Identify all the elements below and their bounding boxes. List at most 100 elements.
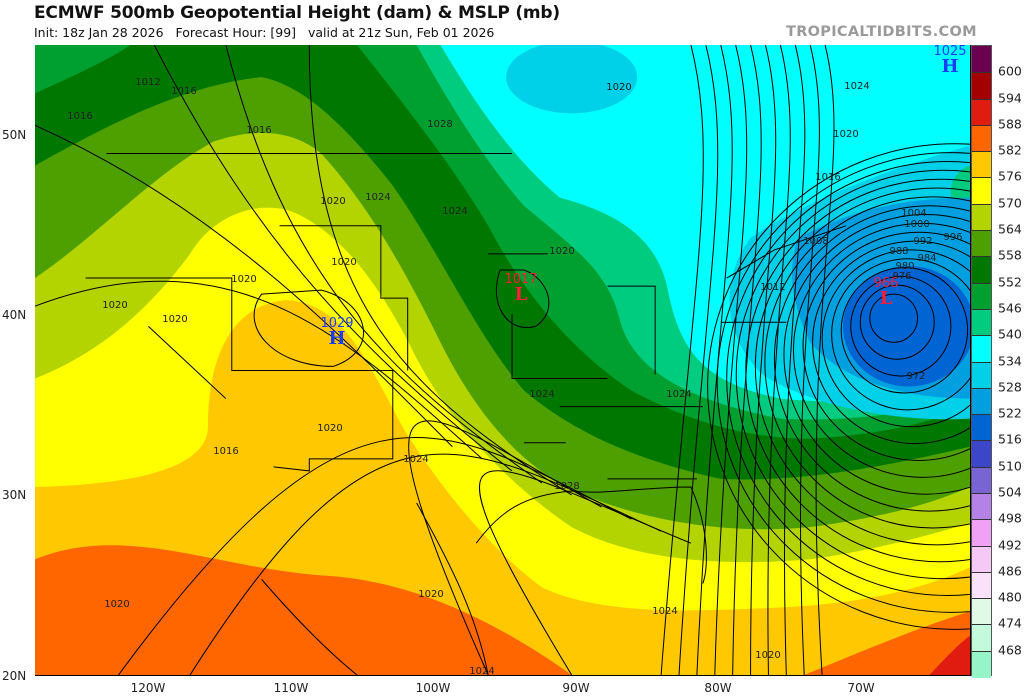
isobar-line bbox=[755, 188, 970, 545]
colorbar-label: 486 bbox=[998, 563, 1022, 579]
isobar-line bbox=[35, 125, 452, 446]
isobar-line bbox=[813, 241, 970, 444]
isobar-label: 1020 bbox=[418, 589, 444, 600]
lon-label: 120W bbox=[130, 681, 166, 695]
isobar-label: 1012 bbox=[760, 282, 786, 293]
colorbar-bin bbox=[972, 335, 991, 363]
isobar-label: 1020 bbox=[104, 599, 130, 610]
isobar-line bbox=[679, 45, 718, 675]
colorbar-label: 498 bbox=[998, 510, 1022, 526]
colorbar-bin bbox=[972, 414, 991, 442]
colorbar-bin bbox=[972, 387, 991, 416]
isobar-line bbox=[661, 45, 703, 675]
colorbar-label: 558 bbox=[998, 247, 1022, 263]
lat-label: 20N bbox=[2, 669, 27, 683]
band-516-522 bbox=[843, 266, 970, 387]
isobar-label: 1024 bbox=[442, 206, 468, 217]
colorbar-label: 594 bbox=[998, 90, 1022, 106]
isobar-line bbox=[841, 268, 967, 393]
isobar-label: 1016 bbox=[815, 172, 841, 183]
isobar-line bbox=[784, 45, 804, 675]
colorbar-bin bbox=[972, 598, 991, 626]
colorbar-label: 546 bbox=[998, 300, 1022, 316]
low-pressure-value: 1017 bbox=[504, 272, 538, 287]
low-pressure-value: 966 bbox=[873, 276, 899, 291]
isobar-line bbox=[190, 454, 661, 675]
isobar-line bbox=[697, 45, 732, 675]
isobar-label: 1020 bbox=[231, 274, 257, 285]
colorbar-label: 564 bbox=[998, 221, 1022, 237]
isobar-line bbox=[309, 45, 571, 495]
high-pressure-symbol: H bbox=[941, 56, 959, 77]
isobar-label: 1016 bbox=[171, 86, 197, 97]
colorbar-bin bbox=[972, 571, 991, 600]
lat-label: 50N bbox=[2, 128, 27, 142]
isobar-label: 980 bbox=[895, 261, 915, 272]
colorbar-label: 582 bbox=[998, 142, 1022, 158]
isobar-line bbox=[774, 206, 970, 511]
colorbar-label: 492 bbox=[998, 537, 1022, 553]
isobar-label: 1024 bbox=[666, 389, 692, 400]
isobar-label: 1020 bbox=[606, 82, 632, 93]
high-pressure-center-ne: 1025 H bbox=[933, 45, 966, 76]
isobar-line bbox=[784, 215, 970, 495]
isobar-line bbox=[708, 144, 970, 630]
colorbar-bin bbox=[972, 308, 991, 337]
isobar-label: 988 bbox=[889, 246, 909, 257]
high-pressure-value: 1025 bbox=[933, 45, 967, 59]
colorbar-label: 516 bbox=[998, 431, 1022, 447]
isobar-line bbox=[800, 45, 819, 675]
isobar-label: 992 bbox=[913, 236, 933, 247]
isobar-line bbox=[851, 276, 951, 376]
isobar-line bbox=[860, 285, 934, 359]
isobar-label: 1028 bbox=[427, 119, 453, 130]
isobar-line bbox=[803, 232, 970, 460]
band-528-534-n bbox=[506, 45, 638, 114]
state-borders bbox=[86, 153, 846, 675]
colorbar-bin bbox=[972, 650, 991, 678]
isobar-line bbox=[832, 259, 970, 410]
isobar-label: 1020 bbox=[317, 423, 343, 434]
colorbar-bin bbox=[972, 545, 991, 573]
isobar-label: 996 bbox=[943, 232, 963, 243]
isobar-label: 984 bbox=[917, 253, 937, 264]
colorbar-bin bbox=[972, 282, 991, 310]
isobar-line bbox=[793, 223, 970, 477]
low-pressure-center-coastal: 966 L bbox=[874, 277, 899, 308]
lat-label: 40N bbox=[2, 308, 27, 322]
colorbar-bin bbox=[972, 151, 991, 179]
colorbar-label: 510 bbox=[998, 458, 1022, 474]
isobar-label: 1000 bbox=[904, 219, 930, 230]
lon-label: 110W bbox=[273, 681, 309, 695]
isobar-label: 972 bbox=[906, 371, 926, 382]
isobar-label: 1024 bbox=[529, 389, 555, 400]
low-pressure-center: 1017 L bbox=[504, 273, 537, 304]
colorbar-label: 534 bbox=[998, 353, 1022, 368]
colorbar-bin bbox=[972, 624, 991, 652]
colorbar-label: 570 bbox=[998, 195, 1022, 211]
height-field bbox=[35, 45, 970, 675]
isobar-label: 1016 bbox=[246, 125, 272, 136]
colorbar-bin bbox=[972, 46, 991, 74]
isobar-line bbox=[35, 281, 482, 459]
isobar-line bbox=[768, 45, 790, 675]
colorbar-bin bbox=[972, 230, 991, 258]
colorbar-bin bbox=[972, 177, 991, 205]
isobar-line bbox=[254, 290, 363, 366]
isobar-line bbox=[409, 421, 602, 675]
colorbar bbox=[971, 45, 992, 678]
colorbar-label: 588 bbox=[998, 116, 1022, 132]
isobar-line bbox=[822, 250, 970, 427]
lon-label: 80W bbox=[704, 681, 732, 695]
lon-label: 70W bbox=[847, 681, 875, 695]
isobar-label: 1020 bbox=[320, 196, 346, 207]
colorbar-bin bbox=[972, 519, 991, 547]
isobar-line bbox=[154, 45, 512, 471]
colorbar-bin bbox=[972, 466, 991, 494]
isobar-line bbox=[870, 294, 918, 342]
colorbar-bin bbox=[972, 361, 991, 389]
high-pressure-center: 1029 H bbox=[320, 317, 353, 348]
isobar-label: 1020 bbox=[162, 314, 188, 325]
colorbar-label: 528 bbox=[998, 379, 1022, 395]
forecast-info: Init: 18z Jan 28 2026 Forecast Hour: [99… bbox=[34, 25, 495, 40]
